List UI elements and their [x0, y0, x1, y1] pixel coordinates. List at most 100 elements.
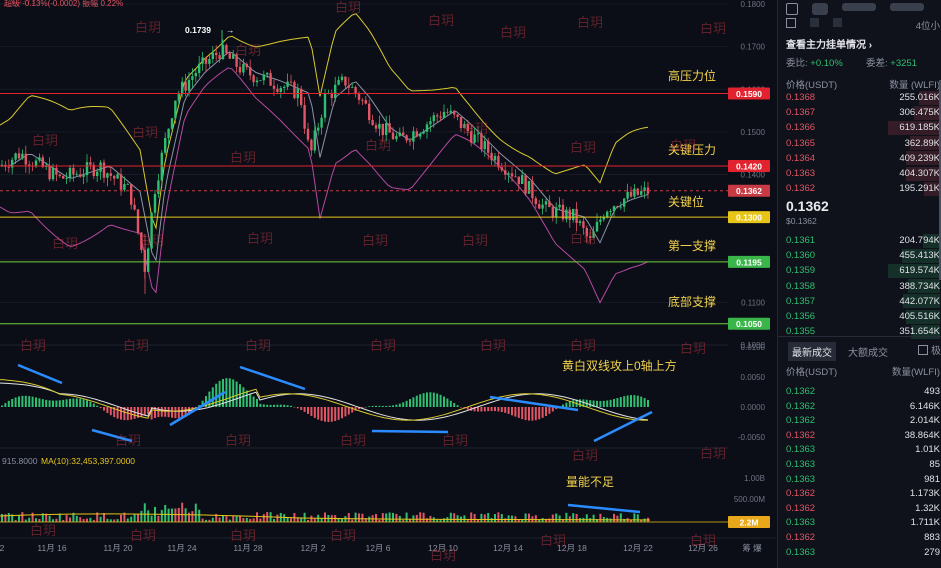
trade-row[interactable]: 0.1363 1.711K — [786, 515, 940, 530]
depth-select[interactable]: 4位小 — [915, 21, 940, 32]
volume-bar — [167, 508, 170, 522]
bid-row[interactable]: 0.1361 204.794K — [786, 233, 940, 248]
volume-tag — [728, 516, 770, 528]
layout-bids-icon[interactable] — [842, 3, 876, 11]
macd-bar — [398, 403, 401, 407]
candle-body — [548, 201, 551, 208]
view-asks-icon[interactable] — [810, 18, 819, 27]
macd-bar — [99, 407, 102, 409]
macd-bar — [58, 400, 61, 407]
scrollbar[interactable] — [939, 80, 941, 280]
volume-bar — [290, 518, 292, 522]
candle-body — [119, 174, 123, 190]
volume-bar — [395, 513, 398, 522]
candle-body — [68, 167, 72, 179]
layout-both-icon[interactable] — [786, 3, 798, 15]
tab-latest-trades[interactable]: 最新成交 — [788, 342, 836, 361]
ask-row[interactable]: 0.1363 404.307K — [786, 166, 940, 181]
trade-qty: 1.173K — [909, 488, 940, 500]
volume-bar — [341, 519, 343, 522]
watermark-text: 白玥 — [430, 548, 456, 563]
watermark-text: 白玥 — [370, 338, 396, 353]
macd-bar — [269, 404, 272, 407]
candle-body — [235, 54, 238, 67]
macd-bar — [249, 393, 252, 407]
layout-mode-icon[interactable] — [890, 3, 924, 11]
macd-bar — [256, 398, 258, 407]
ask-depth-bar — [888, 120, 940, 135]
ask-row[interactable]: 0.1367 306.475K — [786, 105, 940, 120]
candle-body — [517, 176, 520, 184]
ask-row[interactable]: 0.1364 409.239K — [786, 151, 940, 166]
watermark-text: 白玥 — [570, 231, 596, 246]
trade-row[interactable]: 0.1362 493 — [786, 384, 940, 399]
volume-bar — [21, 512, 24, 522]
trade-row[interactable]: 0.1362 2.014K — [786, 413, 940, 428]
volume-bar — [79, 517, 82, 522]
ask-row[interactable]: 0.1362 195.291K — [786, 181, 940, 196]
candle-body — [204, 57, 208, 64]
trades-header: 价格(USDT) 数量(WLFI) — [786, 363, 940, 378]
volume-bar — [191, 511, 194, 522]
ask-row[interactable]: 0.1365 362.89K — [786, 136, 940, 151]
candle-body — [116, 174, 119, 179]
volume-bar — [636, 514, 639, 522]
bid-row[interactable]: 0.1355 351.654K — [786, 324, 940, 339]
macd-bar — [242, 387, 245, 407]
macd-bar — [296, 407, 299, 409]
filter-checkbox[interactable]: 极 — [918, 342, 941, 357]
ask-depth-bar — [909, 136, 940, 151]
orderbook-toolbar — [786, 3, 924, 15]
macd-bar — [283, 404, 286, 407]
trade-row[interactable]: 0.1362 38.864K — [786, 428, 940, 443]
watermark-text: 白玥 — [30, 523, 56, 538]
trade-row[interactable]: 0.1362 1.173K — [786, 486, 940, 501]
volume-bar — [215, 513, 218, 522]
bid-qty: 455.413K — [899, 250, 940, 262]
col-qty: 数量 (WLFI) — [889, 79, 940, 91]
volume-bar — [96, 512, 99, 522]
tab-large-trades[interactable]: 大额成交 — [848, 348, 888, 359]
trade-row[interactable]: 0.1362 883 — [786, 530, 940, 545]
trade-row[interactable]: 0.1363 1.01K — [786, 442, 940, 457]
bid-row[interactable]: 0.1360 455.413K — [786, 248, 940, 263]
volume-bar — [201, 518, 204, 522]
orderbook-title[interactable]: 查看主力挂单情况 › — [786, 40, 873, 51]
candle-body — [17, 153, 21, 159]
ask-row[interactable]: 0.1366 619.185K — [786, 120, 940, 135]
trade-row[interactable]: 0.1363 85 — [786, 457, 940, 472]
trade-row[interactable]: 0.1362 1.32K — [786, 501, 940, 516]
candle-body — [164, 137, 167, 153]
macd-bar — [381, 405, 384, 407]
price-axis-label: 0.1800 — [741, 0, 766, 9]
candle-body — [306, 128, 310, 140]
bid-row[interactable]: 0.1356 405.516K — [786, 309, 940, 324]
candle-body — [385, 123, 388, 136]
bid-row[interactable]: 0.1358 388.734K — [786, 279, 940, 294]
macd-bar — [415, 395, 418, 407]
checkbox-icon[interactable] — [918, 344, 928, 355]
trade-row[interactable]: 0.1363 279 — [786, 545, 940, 560]
trade-row[interactable]: 0.1363 981 — [786, 472, 940, 487]
bid-price: 0.1356 — [786, 311, 816, 322]
volume-bar — [551, 514, 554, 522]
candle-body — [415, 131, 418, 137]
bid-row[interactable]: 0.1357 442.077K — [786, 294, 940, 309]
candle-body — [262, 74, 265, 81]
candle-body — [286, 81, 289, 87]
ask-row[interactable]: 0.1368 255.016K — [786, 90, 940, 105]
macd-bar — [483, 407, 486, 412]
bid-row[interactable]: 0.1359 619.574K — [786, 263, 940, 278]
layout-asks-icon[interactable] — [812, 3, 828, 15]
view-bids-icon[interactable] — [833, 18, 842, 27]
view-mode-icon[interactable] — [786, 18, 796, 28]
kline-chart[interactable]: 0.18000.17000.16000.15000.14000.13000.12… — [0, 0, 776, 568]
candle-body — [330, 92, 333, 99]
candle-body — [303, 105, 306, 129]
last-price: 0.1362 — [786, 198, 829, 214]
bid-qty: 388.734K — [899, 280, 940, 292]
candle-body — [606, 211, 609, 218]
chart-area[interactable]: 0.18000.17000.16000.15000.14000.13000.12… — [0, 0, 776, 568]
macd-bar — [154, 407, 156, 419]
trade-row[interactable]: 0.1362 6.146K — [786, 399, 940, 414]
